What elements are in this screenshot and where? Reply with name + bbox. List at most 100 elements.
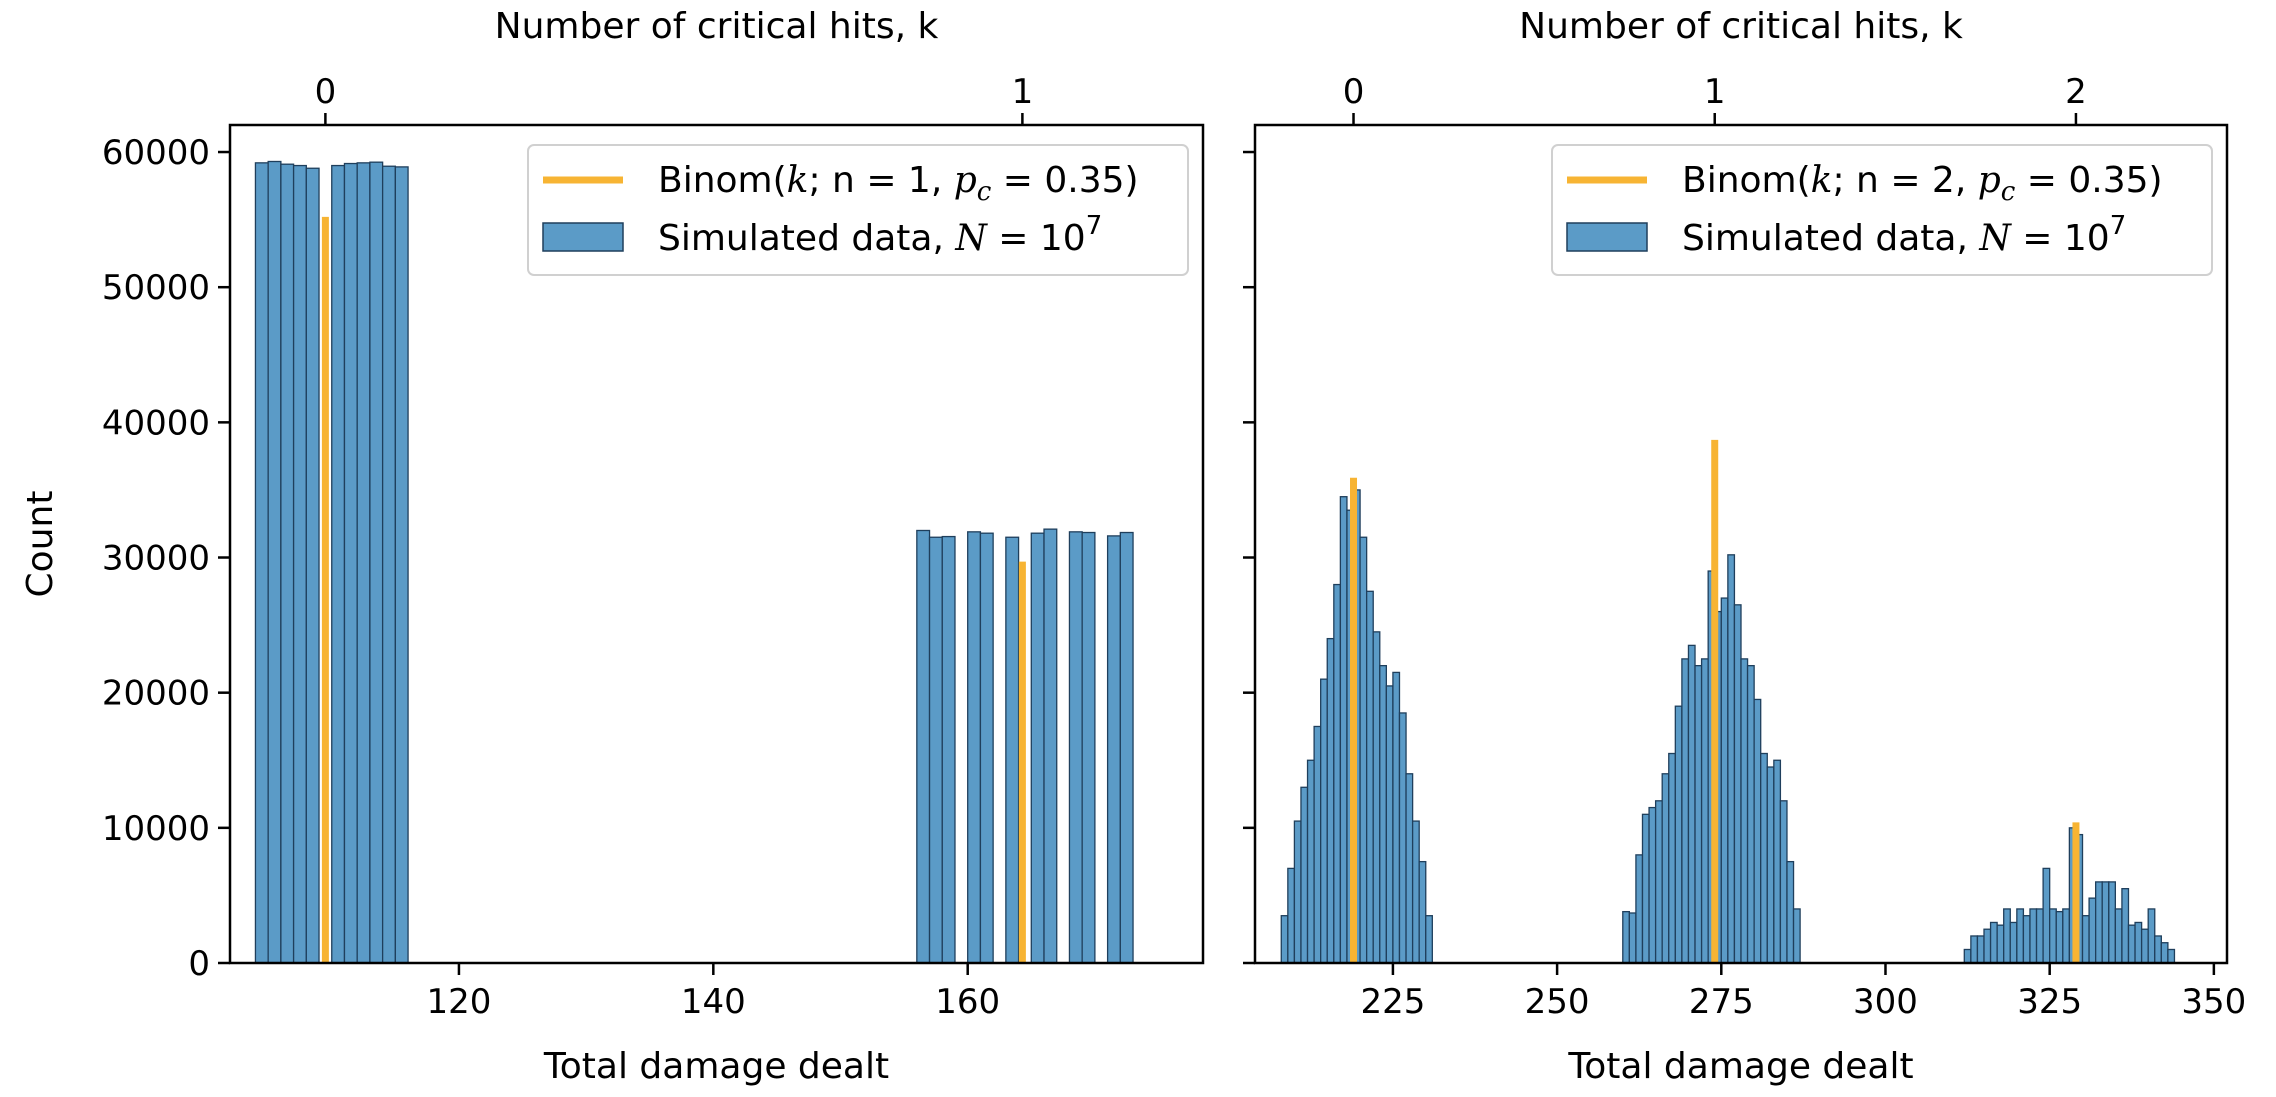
y-tick-label: 60000 bbox=[102, 133, 210, 173]
hist-bar bbox=[2127, 924, 2136, 964]
hist-bar bbox=[1392, 671, 1401, 964]
legend-box bbox=[527, 144, 1189, 276]
legend-sim-prefix: Simulated data, bbox=[658, 218, 955, 259]
hist-bar bbox=[2094, 881, 2103, 964]
hist-bar bbox=[1700, 658, 1709, 964]
hist-bar bbox=[1339, 496, 1348, 964]
hist-bar bbox=[1983, 928, 1992, 964]
hist-bar bbox=[1280, 915, 1289, 964]
hist-bar bbox=[941, 535, 956, 964]
legend-sim-N: N bbox=[1978, 218, 2012, 259]
x-tick-label: 350 bbox=[2181, 982, 2246, 1022]
legend-binom-n: ; n = 2, bbox=[1832, 160, 1977, 201]
legend-binom-suffix: = 0.35) bbox=[991, 160, 1138, 201]
legend-binom-k: k bbox=[787, 160, 809, 201]
x-tick-label: 250 bbox=[1525, 982, 1590, 1022]
hist-bar bbox=[1635, 854, 1644, 964]
hist-bar bbox=[331, 164, 346, 964]
hist-bar bbox=[1963, 948, 1972, 964]
legend-sim-swatch bbox=[1566, 222, 1648, 252]
hist-bar bbox=[2167, 948, 2176, 964]
hist-bar bbox=[1119, 531, 1134, 964]
legend-sim-sup: 7 bbox=[1086, 211, 1103, 241]
hist-bar bbox=[928, 536, 943, 964]
hist-bar bbox=[254, 162, 269, 964]
legend-binom-sub: c bbox=[2001, 177, 2016, 207]
hist-bar bbox=[394, 166, 409, 964]
hist-bar bbox=[979, 532, 994, 964]
hist-bar bbox=[2101, 881, 2110, 964]
hist-bar bbox=[1068, 531, 1083, 964]
hist-bar bbox=[1740, 658, 1749, 964]
hist-bar bbox=[1405, 773, 1414, 964]
y-tick-label: 50000 bbox=[102, 268, 210, 308]
legend-sim-N: N bbox=[954, 218, 988, 259]
hist-bar bbox=[1081, 531, 1096, 964]
x-tick-label: 325 bbox=[2017, 982, 2082, 1022]
y-tick-label: 10000 bbox=[102, 809, 210, 849]
legend-binom-label: Binom(k; n = 2, pc = 0.35) bbox=[1682, 160, 2163, 207]
x-tick-label: 300 bbox=[1853, 982, 1918, 1022]
hist-bar bbox=[1628, 912, 1637, 964]
hist-bar bbox=[1333, 583, 1342, 964]
hist-bar bbox=[1030, 532, 1045, 964]
hist-bar bbox=[381, 165, 396, 964]
legend-sim-label: Simulated data, N = 107 bbox=[1682, 211, 2126, 259]
legend-binom-prefix: Binom( bbox=[658, 160, 787, 201]
legend-binom-label: Binom(k; n = 1, pc = 0.35) bbox=[658, 160, 1139, 207]
hist-bar bbox=[1359, 536, 1368, 964]
hist-bar bbox=[1976, 935, 1985, 964]
hist-bars bbox=[1280, 489, 2176, 964]
legend-binom-n: ; n = 1, bbox=[808, 160, 953, 201]
hist-bar bbox=[2042, 867, 2051, 964]
panel-right: 225 250 275 300 325 350 0 1 2 Total damage dealt N… bbox=[1243, 6, 2246, 1087]
hist-bar bbox=[1970, 935, 1979, 964]
hist-bar bbox=[1779, 800, 1788, 964]
hist-bar bbox=[1661, 773, 1670, 964]
binom-lines bbox=[321, 216, 1026, 963]
hist-bar bbox=[1792, 908, 1801, 964]
x-tick-label: 140 bbox=[681, 982, 746, 1022]
hist-bar bbox=[1746, 664, 1755, 964]
hist-bar bbox=[1753, 698, 1762, 964]
top-x-tick-label: 0 bbox=[315, 72, 337, 112]
x-tick-label: 120 bbox=[426, 982, 491, 1022]
hist-bar bbox=[1425, 915, 1433, 964]
hist-bar bbox=[1674, 705, 1683, 964]
hist-bar bbox=[356, 162, 371, 964]
y-tick-label: 40000 bbox=[102, 403, 210, 443]
hist-bar bbox=[1398, 712, 1407, 964]
hist-bar bbox=[2016, 908, 2025, 964]
plot-frame bbox=[1253, 123, 2229, 965]
legend-binom-k: k bbox=[1811, 160, 1833, 201]
hist-bar bbox=[2049, 908, 2057, 964]
legend-binom-p: p bbox=[1978, 160, 2001, 201]
legend-binom-suffix: = 0.35) bbox=[2015, 160, 2162, 201]
hist-bar bbox=[2009, 921, 2018, 964]
hist-bar bbox=[1733, 604, 1742, 964]
hist-bar bbox=[1668, 752, 1676, 964]
hist-bar bbox=[1687, 644, 1696, 964]
legend-box bbox=[1551, 144, 2213, 276]
hist-bar bbox=[2029, 908, 2038, 964]
hist-bar bbox=[280, 163, 295, 964]
hist-bar bbox=[1326, 637, 1335, 964]
hist-bar bbox=[1313, 725, 1322, 964]
y-tick-label: 20000 bbox=[102, 674, 210, 714]
x-tick-label: 225 bbox=[1360, 982, 1425, 1022]
hist-bar bbox=[1996, 924, 2005, 964]
hist-bar bbox=[1773, 759, 1782, 964]
hist-bars bbox=[254, 160, 1134, 964]
x-axis-label: Total damage dealt bbox=[1567, 1046, 1913, 1087]
hist-bar bbox=[916, 529, 931, 964]
hist-bar bbox=[2003, 908, 2011, 964]
hist-bar bbox=[2062, 908, 2071, 964]
legend-sim-eq: = 10 bbox=[2011, 218, 2110, 259]
hist-bar bbox=[1760, 752, 1768, 964]
hist-bar bbox=[1043, 528, 1058, 964]
hist-bar bbox=[369, 161, 384, 964]
hist-bar bbox=[2147, 908, 2156, 964]
hist-bar bbox=[1622, 910, 1631, 964]
